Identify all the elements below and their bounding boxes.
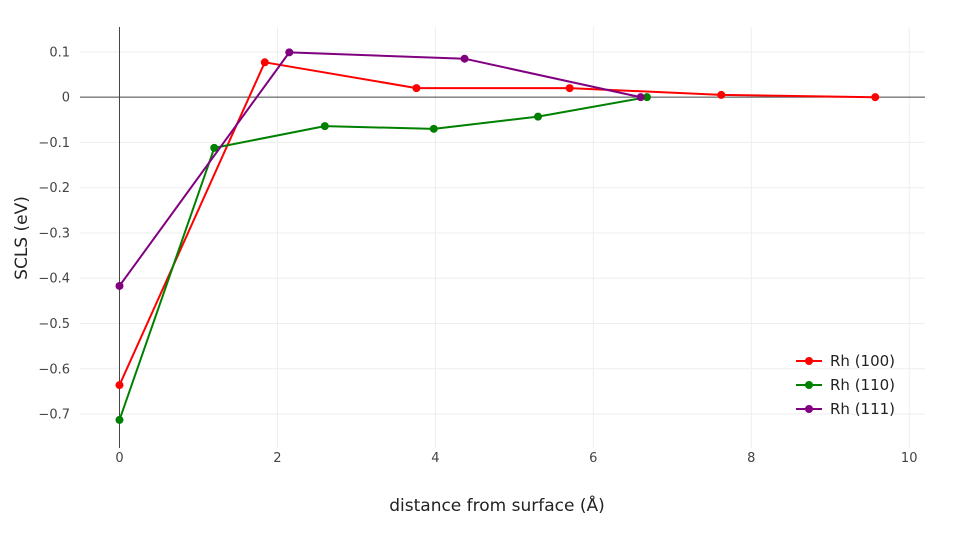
- data-point: [115, 415, 124, 424]
- data-point: [115, 381, 124, 390]
- data-point: [643, 93, 652, 102]
- legend-label: Rh (111): [830, 400, 895, 418]
- grid-lines: [80, 27, 925, 448]
- y-tick-label: −0.6: [38, 362, 70, 377]
- x-tick-label: 4: [431, 451, 439, 466]
- data-point: [115, 281, 124, 290]
- data-point: [429, 124, 438, 133]
- data-point: [210, 143, 219, 152]
- y-tick-label: −0.5: [38, 317, 70, 332]
- y-axis-title: SCLS (eV): [12, 196, 32, 280]
- data-point: [320, 122, 329, 131]
- y-tick-label: −0.4: [38, 272, 70, 287]
- legend[interactable]: Rh (100) Rh (110) Rh (111): [796, 352, 895, 418]
- x-tick-label: 10: [901, 451, 918, 466]
- x-tick-label: 2: [273, 451, 281, 466]
- data-point: [871, 93, 880, 102]
- y-tick-label: −0.2: [38, 181, 70, 196]
- series-line-1: [118, 96, 648, 421]
- x-axis-title: distance from surface (Å): [389, 494, 605, 516]
- data-point: [412, 84, 421, 93]
- data-point: [285, 48, 294, 57]
- legend-marker: [805, 357, 813, 365]
- x-tick-label: 8: [747, 451, 755, 466]
- data-point: [460, 54, 469, 63]
- legend-item-0[interactable]: Rh (100): [796, 352, 895, 370]
- data-point: [565, 84, 574, 93]
- legend-label: Rh (110): [830, 376, 895, 394]
- legend-item-2[interactable]: Rh (111): [796, 400, 895, 418]
- tick-labels: 0 2 4 6 8 10 0.1 0 −0.1 −0.2 −0.3 −0.4 −0.5 −0.6 −0.7: [38, 45, 917, 466]
- data-point: [260, 58, 269, 67]
- legend-item-1[interactable]: Rh (110): [796, 376, 895, 394]
- y-tick-label: 0.1: [49, 45, 70, 60]
- series-lines: [115, 48, 880, 424]
- y-tick-label: −0.1: [38, 136, 70, 151]
- x-tick-label: 6: [589, 451, 597, 466]
- series-line-2: [118, 51, 641, 287]
- data-point: [534, 112, 543, 121]
- data-point: [717, 90, 726, 99]
- series-line-0: [118, 61, 876, 386]
- legend-marker: [805, 405, 813, 413]
- data-point: [636, 93, 645, 102]
- y-tick-label: −0.7: [38, 408, 70, 423]
- y-tick-label: 0: [62, 91, 70, 106]
- x-tick-label: 0: [115, 451, 123, 466]
- axes: [80, 27, 925, 448]
- y-tick-label: −0.3: [38, 226, 70, 241]
- legend-label: Rh (100): [830, 352, 895, 370]
- legend-marker: [805, 381, 813, 389]
